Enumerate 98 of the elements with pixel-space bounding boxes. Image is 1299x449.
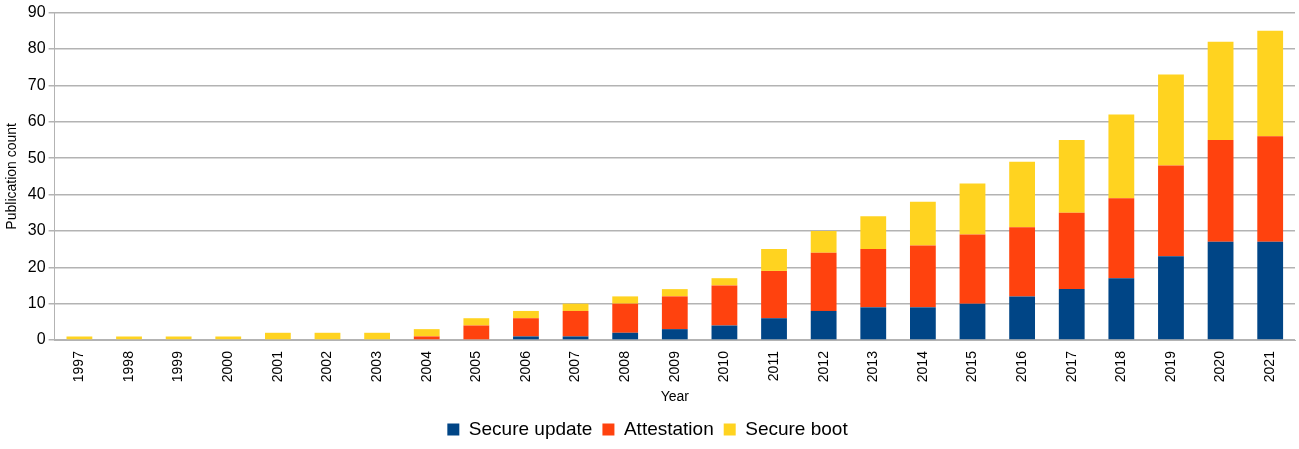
y-tick-label: 30 [27,221,46,239]
bar [661,296,688,330]
bar [1207,241,1234,340]
bar [1257,136,1284,242]
bar [264,332,291,340]
x-tick-label: 2008 [616,350,633,383]
x-tick-label: 2000 [219,350,236,383]
x-tick-label: 2014 [913,350,930,383]
x-tick-label: 2007 [566,350,583,383]
bar [562,303,589,311]
legend-label: Secure update [468,417,593,439]
bar [463,325,490,340]
bar [165,336,192,340]
bar [711,278,738,286]
bar [661,289,688,297]
x-tick-label: 2009 [665,350,682,383]
bar [909,307,936,340]
x-tick-label: 2017 [1062,350,1079,383]
x-tick-label: 2006 [516,350,533,383]
x-tick-label: 2015 [963,350,980,383]
bar [711,325,738,340]
bar [1009,161,1036,228]
bar [1158,256,1184,340]
bar [562,310,589,337]
x-tick-label: 2019 [1161,350,1178,383]
bar [66,336,93,340]
y-tick-label: 90 [27,3,46,21]
bar [959,303,986,340]
bar [612,332,639,340]
bar [810,310,837,340]
bar [562,336,589,340]
bar [1058,289,1085,340]
x-tick-label: 2016 [1012,350,1029,383]
bar [959,183,986,235]
bar [1158,74,1184,166]
x-tick-label: 2013 [864,350,881,383]
bar [1058,139,1085,213]
y-tick-label: 70 [27,75,46,93]
x-tick-label: 1997 [70,350,87,383]
bar [1257,241,1284,340]
bar [215,336,242,340]
bar [413,336,440,340]
y-tick-label: 40 [27,184,46,202]
bar [513,336,539,340]
x-tick-label: 2021 [1261,350,1278,383]
bar [1257,30,1284,137]
x-tick-label: 2011 [764,350,781,382]
bar [116,336,142,340]
x-tick-label: 2004 [417,350,434,383]
bar [761,318,787,340]
bar [661,329,688,340]
bar [860,249,887,308]
y-axis-title: Publication count [3,122,20,230]
bar [909,245,936,308]
bar [513,310,539,319]
x-tick-label: 2005 [467,350,484,383]
bar [860,307,887,340]
x-tick-label: 2001 [268,350,285,383]
bar [1108,278,1135,340]
bar [761,249,787,271]
y-tick-label: 50 [27,148,46,166]
x-tick-label: 2018 [1112,350,1129,383]
bar [711,285,738,326]
y-tick-label: 10 [27,294,46,312]
x-tick-label: 2010 [715,350,732,383]
y-tick-label: 20 [27,257,46,275]
bar [463,318,490,326]
x-tick-label: 1998 [119,350,136,383]
x-tick-label: 2003 [367,350,384,383]
bar [1158,165,1184,257]
x-tick-label: 2002 [318,350,335,383]
y-tick-label: 0 [36,330,46,348]
bar [612,303,639,333]
bar [959,234,986,304]
bar [612,296,639,304]
x-tick-label: 2012 [814,350,831,383]
bar [810,252,837,311]
y-tick-label: 80 [27,39,46,57]
bar [1058,212,1085,290]
bar [1108,114,1135,199]
legend-label: Attestation [623,417,714,439]
bar [860,216,887,250]
bar [1009,296,1036,340]
bar [1108,198,1135,279]
bar [413,329,440,337]
bar [1207,139,1234,242]
bar [761,270,787,319]
x-tick-label: 1999 [169,350,186,383]
x-tick-label: 2020 [1211,350,1228,383]
bar [909,201,936,246]
bar [364,332,390,340]
bar [513,318,539,337]
bar [810,230,837,253]
y-tick-label: 60 [27,112,46,130]
bar [1009,227,1036,297]
legend-label: Secure boot [745,417,849,439]
x-axis-title: Year [660,388,690,405]
bar [1207,41,1234,140]
